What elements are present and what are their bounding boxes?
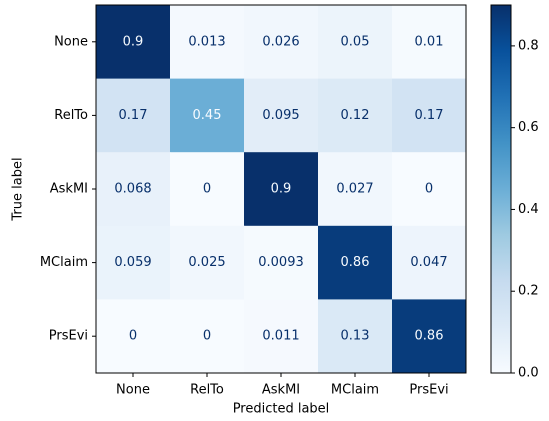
- cell-value-label: 0.86: [341, 255, 370, 270]
- heatmap-cell: [244, 5, 319, 80]
- heatmap-cell: [392, 78, 467, 153]
- cell-value-label: 0.025: [188, 255, 225, 270]
- cell-value-label: 0.027: [336, 182, 373, 197]
- heatmap-cell: [170, 299, 245, 374]
- x-tick-label: MClaim: [331, 383, 379, 398]
- cell-value-label: 0.059: [114, 255, 151, 270]
- x-axis-label: Predicted label: [233, 402, 330, 417]
- heatmap-cell: [244, 299, 319, 374]
- y-tick-label: AskMI: [50, 182, 88, 197]
- heatmap-cell: [392, 152, 467, 227]
- colorbar-tick-label: 0.4: [518, 202, 539, 217]
- cell-value-label: 0: [129, 329, 137, 344]
- heatmap-cell: [96, 5, 171, 80]
- cell-value-label: 0: [425, 182, 433, 197]
- y-tick-label: RelTo: [54, 108, 88, 123]
- cell-value-label: 0.095: [262, 108, 299, 123]
- colorbar-tick-label: 0.8: [518, 38, 539, 53]
- cell-value-label: 0.9: [271, 182, 292, 197]
- cell-value-label: 0.047: [410, 255, 447, 270]
- x-tick-label: AskMI: [262, 383, 300, 398]
- colorbar-tick-label: 0.2: [518, 284, 539, 299]
- heatmap-cell: [244, 78, 319, 153]
- colorbar-tick-label: 0.0: [518, 366, 539, 381]
- colorbar-tick-label: 0.6: [518, 120, 539, 135]
- heatmap-cell: [318, 225, 393, 300]
- cell-value-label: 0.86: [415, 329, 444, 344]
- y-tick-label: None: [54, 34, 88, 49]
- cell-value-label: 0.17: [415, 108, 444, 123]
- heatmap-cell: [96, 299, 171, 374]
- heatmap-cell: [392, 225, 467, 300]
- heatmap-cell: [96, 225, 171, 300]
- x-tick-label: RelTo: [190, 383, 224, 398]
- heatmap-cell: [170, 152, 245, 227]
- cell-value-label: 0.068: [114, 182, 151, 197]
- cell-value-label: 0: [203, 329, 211, 344]
- cell-value-label: 0.0093: [258, 255, 304, 270]
- heatmap-cell: [318, 5, 393, 80]
- heatmap-cell: [244, 152, 319, 227]
- cell-value-label: 0.05: [341, 34, 370, 49]
- cell-value-label: 0.45: [193, 108, 222, 123]
- cell-value-label: 0.13: [341, 329, 370, 344]
- heatmap-cell: [244, 225, 319, 300]
- heatmap-cell: [318, 299, 393, 374]
- heatmap-cell: [170, 5, 245, 80]
- heatmap-cell: [170, 225, 245, 300]
- cell-value-label: 0.9: [123, 34, 144, 49]
- cell-value-label: 0.013: [188, 34, 225, 49]
- cell-value-label: 0.01: [415, 34, 444, 49]
- x-tick-label: PrsEvi: [409, 383, 448, 398]
- heatmap-cell: [96, 78, 171, 153]
- y-axis-label: True label: [11, 157, 26, 221]
- cell-value-label: 0: [203, 182, 211, 197]
- heatmap-cell: [318, 152, 393, 227]
- cell-value-label: 0.026: [262, 34, 299, 49]
- cell-value-label: 0.17: [119, 108, 148, 123]
- x-tick-label: None: [116, 383, 150, 398]
- heatmap-cell: [96, 152, 171, 227]
- cell-value-label: 0.011: [262, 329, 299, 344]
- heatmap-cell: [392, 299, 467, 374]
- heatmap-cell: [318, 78, 393, 153]
- y-tick-label: MClaim: [40, 255, 88, 270]
- y-tick-label: PrsEvi: [49, 329, 88, 344]
- cell-value-label: 0.12: [341, 108, 370, 123]
- heatmap-cell: [392, 5, 467, 80]
- colorbar: [490, 4, 512, 374]
- heatmap-cell: [170, 78, 245, 153]
